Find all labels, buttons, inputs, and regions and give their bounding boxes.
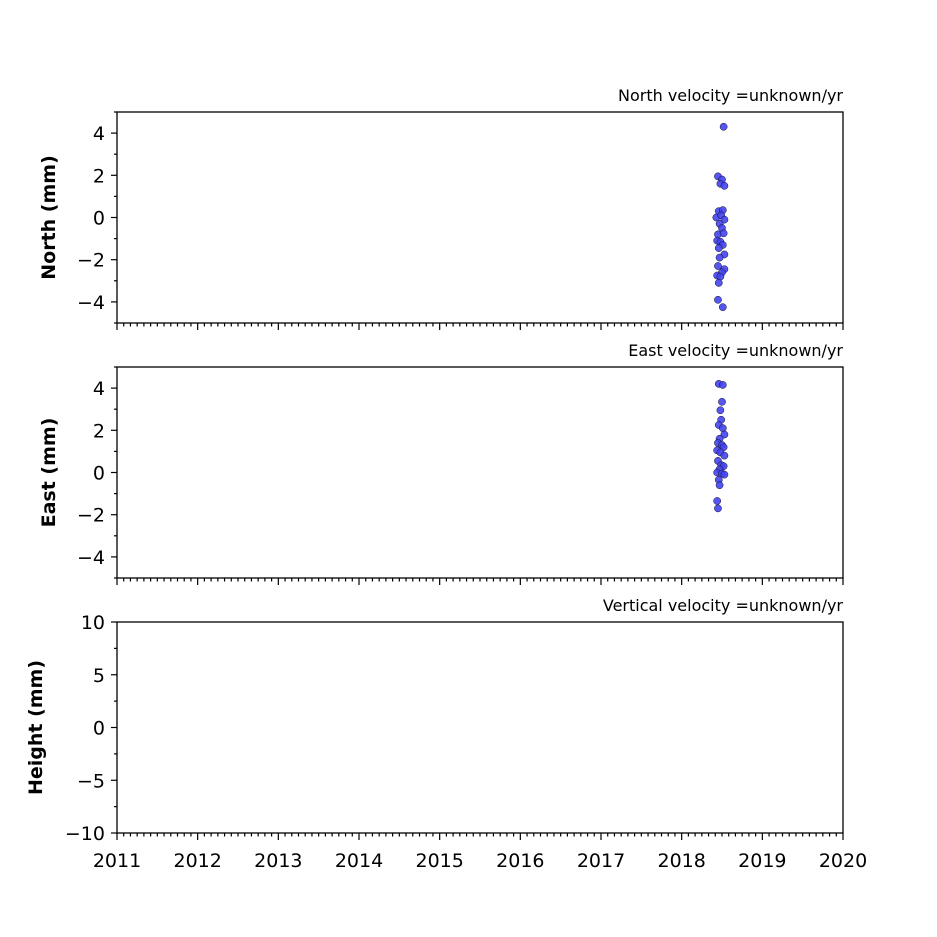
data-point	[720, 182, 729, 190]
y-tick-label: 10	[81, 612, 105, 634]
y-tick-label: −10	[65, 823, 105, 845]
y-tick-label: 2	[93, 165, 105, 187]
data-point	[718, 381, 727, 389]
data-point	[718, 424, 727, 433]
x-tick-label: 2017	[577, 850, 625, 872]
data-point	[714, 244, 723, 252]
data-point	[714, 504, 722, 513]
data-point	[716, 272, 725, 281]
y-tick-label: −5	[77, 770, 105, 792]
y-tick-label: 2	[93, 420, 105, 442]
data-point	[715, 253, 724, 262]
panel-3: Vertical velocity =unknown/yr Height (mm)…	[25, 596, 867, 872]
data-point	[719, 122, 728, 131]
data-point	[719, 229, 728, 238]
y-tick-label: 0	[93, 463, 105, 485]
data-point	[718, 303, 727, 312]
panel-2: East velocity =unknown/yr East (mm) −4 −2 0 2…	[38, 341, 844, 585]
y-axis-label: North (mm)	[38, 155, 60, 280]
x-tick-label: 2016	[496, 850, 544, 872]
x-tick-label: 2013	[254, 850, 302, 872]
data-point	[714, 262, 722, 270]
y-tick-label: 0	[93, 208, 105, 230]
panel-title: East velocity =unknown/yr	[628, 341, 843, 360]
panel-1: North velocity =unknown/yr North (mm) −4 −2…	[38, 86, 844, 330]
data-point	[714, 279, 723, 287]
y-tick-label: 4	[93, 123, 105, 145]
x-tick-label: 2011	[93, 850, 141, 872]
y-tick-label: 5	[93, 665, 105, 687]
y-axis-label: East (mm)	[38, 418, 60, 528]
plot-frame	[116, 111, 844, 324]
plot-frame	[116, 621, 844, 834]
x-tick-label: 2019	[738, 850, 786, 872]
data-point	[718, 397, 726, 406]
y-tick-label: 0	[93, 718, 105, 740]
y-tick-label: −4	[77, 292, 105, 314]
data-point	[715, 481, 724, 490]
data-point	[720, 430, 729, 439]
data-point	[720, 451, 729, 460]
data-point	[720, 215, 729, 224]
y-axis-label: Height (mm)	[25, 660, 47, 795]
plot-frame	[116, 366, 844, 579]
data-point	[716, 406, 725, 415]
x-tick-label: 2020	[819, 850, 867, 872]
y-tick-label: −4	[77, 547, 105, 569]
x-tick-label: 2014	[335, 850, 383, 872]
data-point	[720, 470, 729, 479]
data-point	[713, 497, 722, 505]
panel-title: Vertical velocity =unknown/yr	[603, 596, 844, 615]
x-tick-label: 2015	[415, 850, 463, 872]
y-tick-label: 4	[93, 378, 105, 400]
data-point	[714, 295, 722, 304]
x-tick-label: 2012	[173, 850, 221, 872]
y-tick-label: −2	[77, 250, 105, 272]
panel-title: North velocity =unknown/yr	[618, 86, 843, 105]
y-tick-label: −2	[77, 505, 105, 527]
x-tick-label: 2018	[657, 850, 705, 872]
